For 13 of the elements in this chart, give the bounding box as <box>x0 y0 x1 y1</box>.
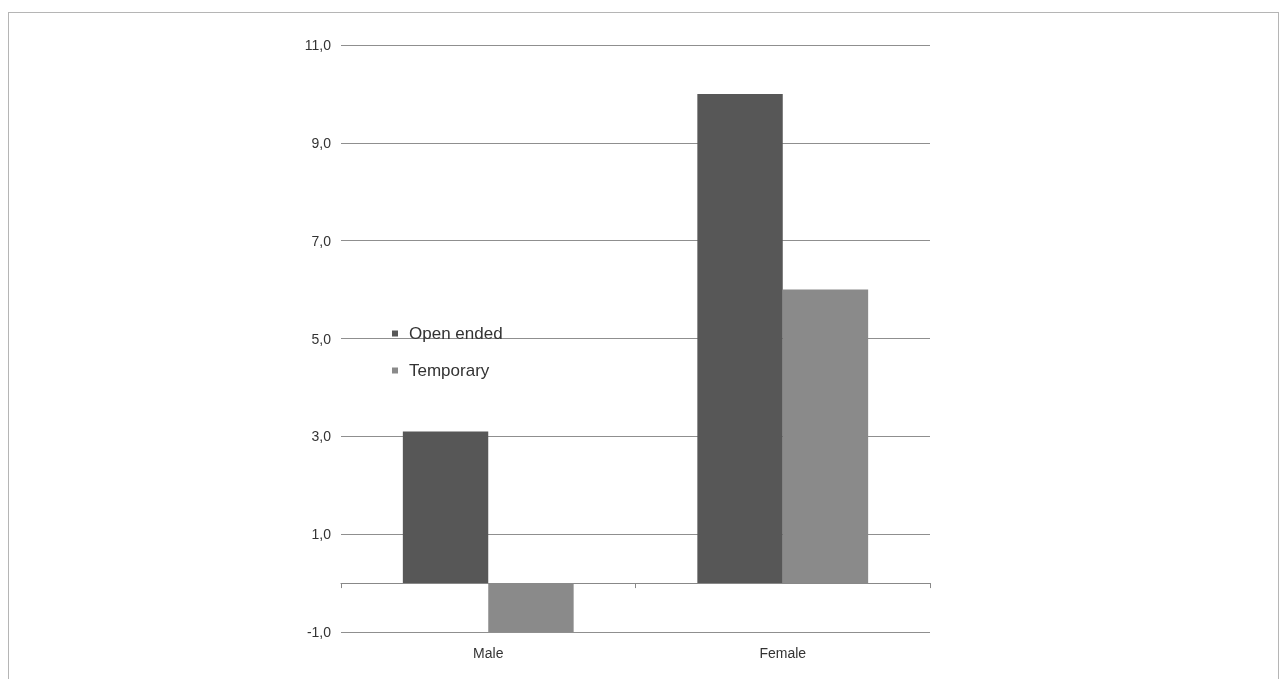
y-tick-label: 11,0 <box>304 37 332 53</box>
y-tick-label: 7,0 <box>311 232 332 249</box>
y-tick-label: 9,0 <box>311 134 332 151</box>
legend-label: Temporary <box>409 361 490 380</box>
legend-label: Open ended <box>409 324 503 343</box>
x-tick-label: Male <box>473 645 504 661</box>
y-tick-label: 3,0 <box>311 428 332 445</box>
bar <box>402 431 489 584</box>
y-tick-label: 5,0 <box>311 330 332 347</box>
bar <box>697 93 783 584</box>
x-tick-label: Female <box>759 645 807 661</box>
y-tick-label: 1,0 <box>311 526 332 543</box>
y-tick-label: -1,0 <box>306 624 332 640</box>
